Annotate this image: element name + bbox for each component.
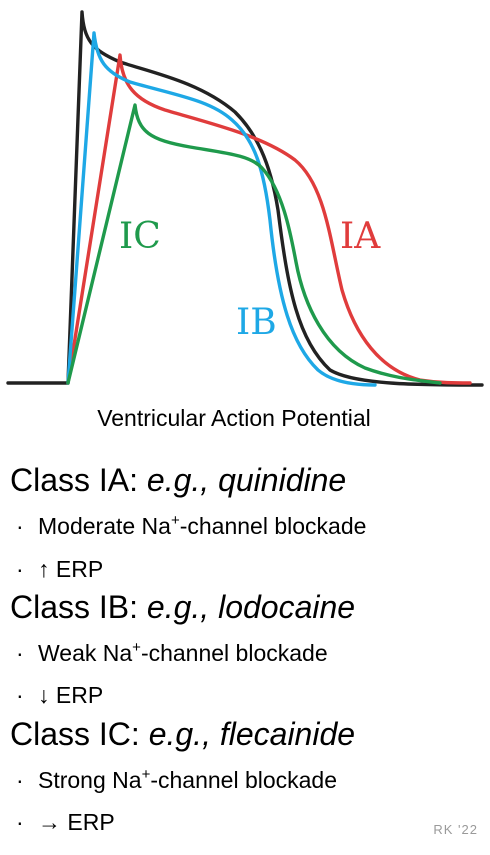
class-ia-bullet-erp: · ↑ ERP — [16, 553, 103, 585]
class-ic-blockade-text: Strong Na — [38, 767, 142, 793]
bullet-glyph: · — [16, 513, 24, 539]
class-ic-example: e.g., flecainide — [148, 716, 356, 752]
ic-curve-label: IC — [119, 216, 161, 257]
class-ic-heading: Class IC: e.g., flecainide — [10, 714, 355, 754]
ic-action-potential-curve — [66, 103, 442, 385]
class-ia-blockade-suffix: -channel blockade — [179, 513, 367, 539]
class-ia-erp-text: ↑ ERP — [38, 556, 104, 582]
class-ib-blockade-text: Weak Na — [38, 640, 133, 666]
class-ia-blockade-sup: + — [170, 512, 180, 529]
class-ia-example: e.g., quinidine — [146, 462, 347, 498]
class-ib-bullet-erp: · ↓ ERP — [16, 679, 103, 711]
bullet-glyph: · — [16, 767, 24, 793]
class-ib-heading: Class IB: e.g., lodocaine — [10, 587, 355, 627]
action-potential-diagram: IC IA IB — [6, 10, 484, 387]
class-ib-bullet-blockade: · Weak Na+-channel blockade — [16, 637, 328, 669]
class-ib-blockade-suffix: -channel blockade — [140, 640, 328, 666]
class-ic-bullet-blockade: · Strong Na+-channel blockade — [16, 764, 337, 796]
bullet-glyph: · — [16, 809, 24, 835]
bullet-glyph: · — [16, 640, 24, 666]
class-ic-heading-prefix: Class IC: — [10, 716, 149, 752]
class-ib-heading-prefix: Class IB: — [10, 589, 147, 625]
bullet-glyph: · — [16, 556, 24, 582]
class-ic-blockade-sup: + — [141, 766, 151, 783]
class-ic-bullet-erp: · → ERP — [16, 806, 115, 838]
class-ib-blockade-sup: + — [132, 639, 141, 656]
class-ib-erp-text: ↓ ERP — [38, 682, 104, 708]
class-ia-bullet-blockade: · Moderate Na+-channel blockade — [16, 510, 366, 542]
class-ib-example: e.g., lodocaine — [146, 589, 356, 625]
class-ia-heading: Class IA: e.g., quinidine — [10, 460, 346, 500]
class-ic-blockade-suffix: -channel blockade — [150, 767, 338, 793]
diagram-title: Ventricular Action Potential — [97, 405, 371, 431]
class-ia-heading-prefix: Class IA: — [10, 462, 147, 498]
bullet-glyph: · — [16, 682, 24, 708]
author-signature: RK '22 — [433, 822, 478, 837]
ib-curve-label: IB — [236, 302, 277, 343]
ia-curve-label: IA — [340, 216, 381, 257]
class-ia-blockade-text: Moderate Na — [38, 513, 171, 539]
class-ic-erp-text: → ERP — [38, 809, 115, 835]
ib-action-potential-curve — [66, 31, 377, 387]
